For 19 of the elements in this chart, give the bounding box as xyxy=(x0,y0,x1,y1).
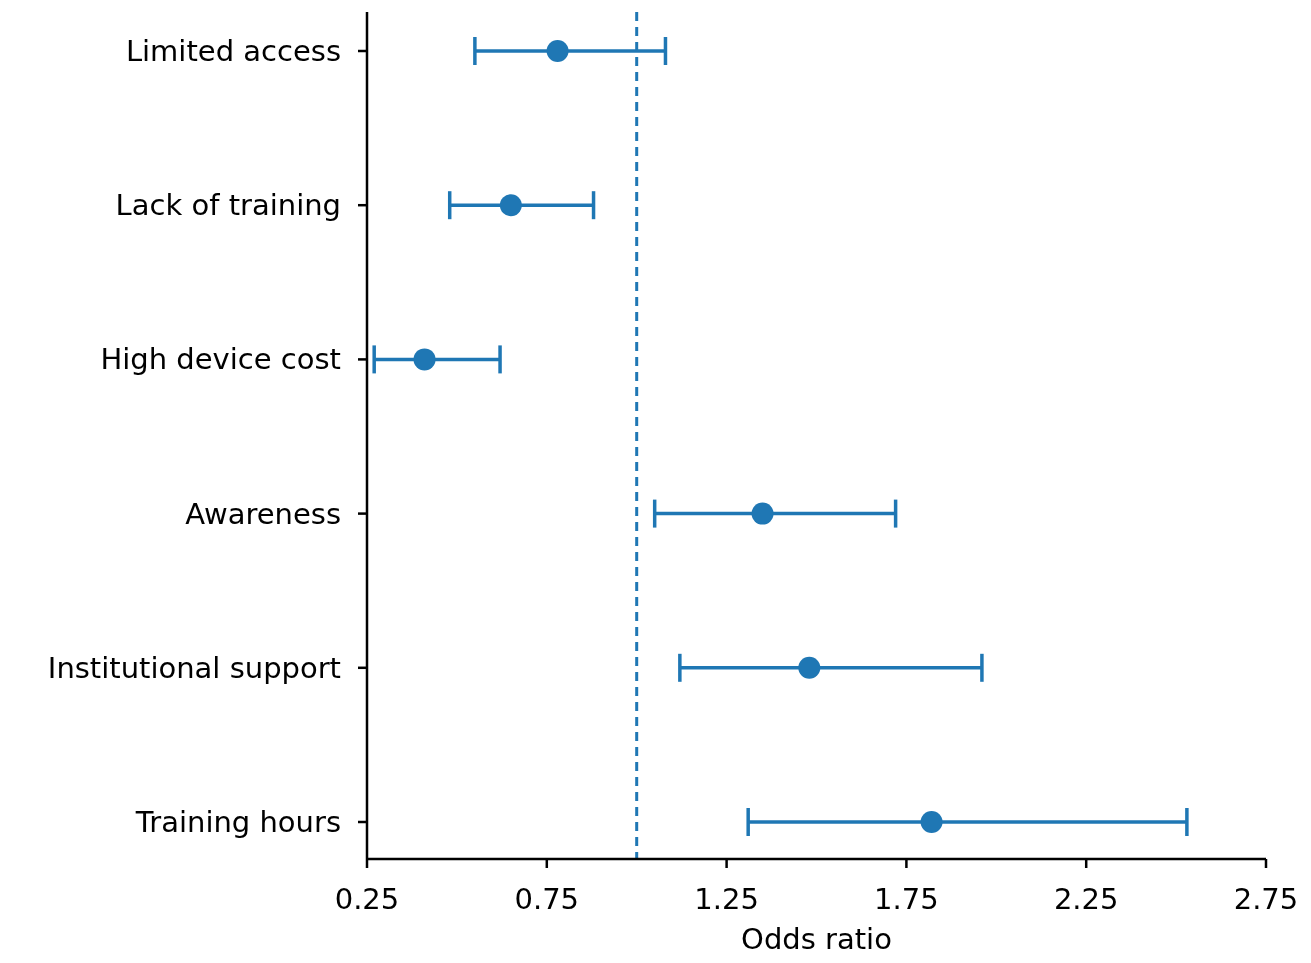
point xyxy=(499,194,522,217)
point xyxy=(546,40,569,62)
x-tick-label: 0.75 xyxy=(514,882,580,916)
x-tick-label: 2.25 xyxy=(1053,882,1119,916)
y-tick-label: Institutional support xyxy=(47,650,341,685)
y-tick-label: Lack of training xyxy=(115,188,341,223)
x-tick-label: 2.75 xyxy=(1233,882,1299,916)
point xyxy=(751,502,774,525)
x-tick-label: 1.75 xyxy=(874,882,939,916)
x-axis-title: Odds ratio xyxy=(741,922,892,956)
y-tick-label: Limited access xyxy=(125,34,341,68)
y-tick-label: Awareness xyxy=(185,496,341,531)
y-tick-label: Training hours xyxy=(134,805,341,839)
x-tick-label: 1.25 xyxy=(694,882,759,916)
y-tick-label: High device cost xyxy=(100,342,341,377)
point xyxy=(798,656,821,679)
point xyxy=(920,811,943,833)
x-tick-label: 0.25 xyxy=(334,882,400,916)
point xyxy=(413,348,436,371)
